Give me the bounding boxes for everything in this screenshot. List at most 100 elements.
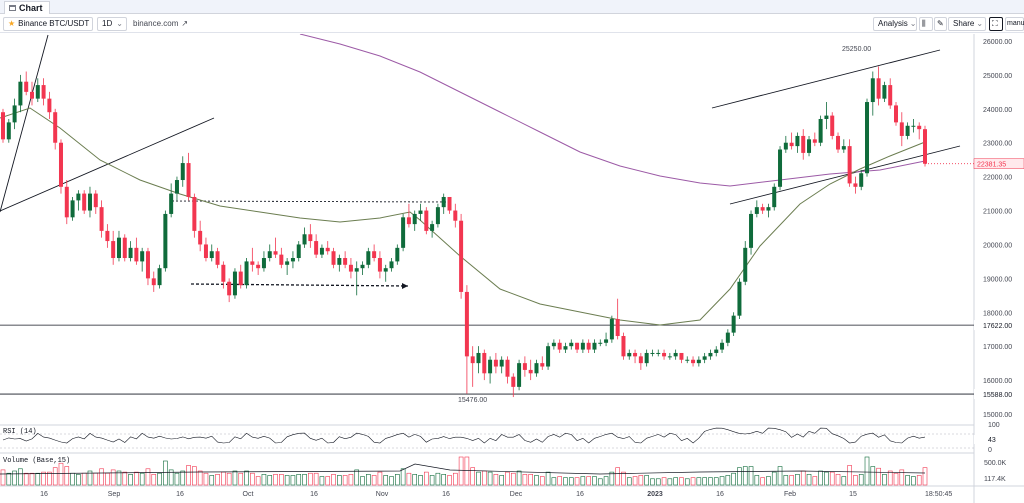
candle-body[interactable] [476, 352, 481, 364]
candle-body[interactable] [720, 342, 725, 350]
candle-body[interactable] [528, 369, 533, 374]
candle-body[interactable] [134, 247, 139, 262]
candle-body[interactable] [812, 139, 817, 143]
candle-body[interactable] [389, 261, 394, 269]
candle-body[interactable] [453, 210, 458, 221]
candle-body[interactable] [366, 251, 371, 265]
candle-body[interactable] [754, 207, 759, 214]
candle-body[interactable] [47, 98, 52, 113]
candle-body[interactable] [841, 146, 846, 150]
candle-body[interactable] [760, 207, 765, 211]
candle-body[interactable] [174, 180, 179, 194]
candle-body[interactable] [29, 91, 34, 99]
candle-body[interactable] [546, 346, 551, 367]
candle-body[interactable] [401, 217, 406, 248]
candle-body[interactable] [221, 264, 226, 282]
candle-body[interactable] [876, 78, 881, 99]
candle-body[interactable] [609, 319, 614, 340]
candle-body[interactable] [354, 268, 359, 272]
candle-body[interactable] [273, 251, 278, 255]
candle-body[interactable] [209, 251, 214, 259]
candle-body[interactable] [783, 142, 788, 150]
candle-body[interactable] [511, 376, 516, 387]
candle-body[interactable] [337, 258, 342, 265]
candle-body[interactable] [499, 359, 504, 367]
candle-body[interactable] [517, 363, 522, 387]
share-button[interactable]: Share ⌄ [948, 17, 986, 31]
candle-body[interactable] [830, 115, 835, 136]
candle-body[interactable] [163, 213, 168, 269]
candle-body[interactable] [859, 173, 864, 187]
candle-body[interactable] [331, 251, 336, 265]
candle-body[interactable] [563, 346, 568, 350]
candle-body[interactable] [662, 352, 667, 357]
candle-body[interactable] [836, 135, 841, 150]
candle-body[interactable] [383, 268, 388, 272]
candle-body[interactable] [395, 247, 400, 262]
candle-body[interactable] [430, 224, 435, 231]
candle-body[interactable] [807, 139, 812, 153]
candle-body[interactable] [227, 281, 232, 296]
candle-body[interactable] [325, 247, 330, 252]
candle-body[interactable] [180, 163, 185, 181]
candle-body[interactable] [151, 278, 156, 286]
candle-body[interactable] [772, 186, 777, 208]
candle-body[interactable] [522, 363, 527, 370]
candle-body[interactable] [348, 264, 353, 272]
candle-body[interactable] [650, 352, 655, 354]
candle-body[interactable] [99, 207, 104, 231]
candle-body[interactable] [899, 122, 904, 136]
candle-body[interactable] [569, 342, 574, 347]
candle-body[interactable] [215, 251, 220, 265]
candle-body[interactable] [888, 85, 893, 106]
candle-body[interactable] [551, 342, 556, 347]
candle-body[interactable] [128, 247, 133, 259]
candle-body[interactable] [360, 264, 365, 269]
draw-button[interactable]: ✎ [934, 17, 947, 31]
candle-body[interactable] [847, 146, 852, 184]
candle-body[interactable] [192, 196, 197, 231]
candle-body[interactable] [778, 149, 783, 187]
candle-body[interactable] [122, 237, 127, 259]
candle-body[interactable] [604, 339, 609, 343]
candle-body[interactable] [1, 112, 5, 140]
candle-body[interactable] [557, 342, 562, 350]
candle-body[interactable] [853, 183, 858, 187]
candle-body[interactable] [598, 342, 603, 344]
candle-body[interactable] [35, 85, 40, 99]
candle-body[interactable] [731, 315, 736, 333]
candle-body[interactable] [232, 271, 237, 296]
candle-body[interactable] [145, 251, 150, 279]
candle-body[interactable] [592, 342, 597, 350]
candle-body[interactable] [725, 332, 730, 343]
candle-body[interactable] [911, 125, 916, 127]
candle-body[interactable] [279, 254, 284, 265]
candle-body[interactable] [505, 359, 510, 377]
candle-body[interactable] [308, 234, 313, 242]
candle-body[interactable] [302, 234, 307, 245]
candle-body[interactable] [749, 213, 754, 248]
candle-body[interactable] [696, 359, 701, 364]
candlestick-chart[interactable]: 22381.35 26000.00 25000.00 24000.00 23000.00… [0, 34, 1024, 503]
candle-body[interactable] [882, 85, 887, 99]
candle-body[interactable] [580, 342, 585, 350]
candle-body[interactable] [435, 207, 440, 225]
candle-body[interactable] [447, 196, 452, 211]
candle-body[interactable] [679, 352, 684, 360]
candle-body[interactable] [140, 251, 145, 262]
candle-body[interactable] [412, 213, 417, 225]
candle-body[interactable] [186, 163, 191, 197]
candle-body[interactable] [250, 261, 255, 265]
candle-body[interactable] [111, 241, 116, 259]
candle-body[interactable] [261, 258, 266, 269]
candle-body[interactable] [586, 342, 591, 350]
candle-body[interactable] [464, 291, 469, 357]
candle-body[interactable] [708, 352, 713, 357]
candle-body[interactable] [685, 359, 690, 361]
candle-body[interactable] [12, 105, 17, 123]
candle-body[interactable] [267, 251, 272, 259]
candle-body[interactable] [285, 261, 290, 265]
source-link[interactable]: binance.com ↗ [133, 17, 188, 31]
candle-body[interactable] [343, 258, 348, 265]
candle-body[interactable] [673, 352, 678, 357]
